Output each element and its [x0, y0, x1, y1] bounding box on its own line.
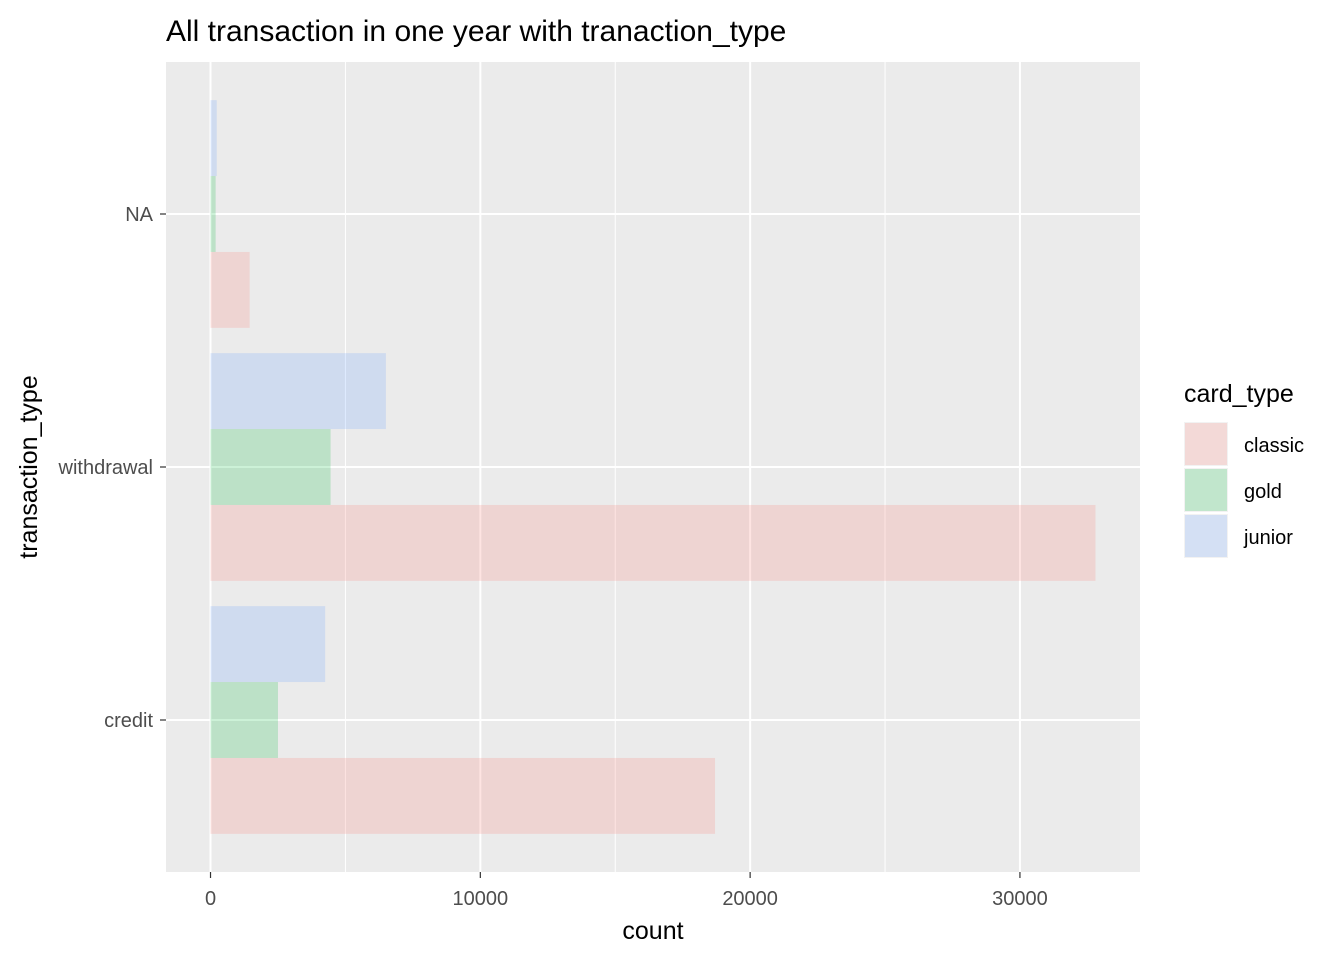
legend-key-bg: [1184, 422, 1228, 466]
legend-label-classic: classic: [1244, 435, 1304, 457]
legend-key-gold: [1185, 469, 1227, 511]
legend-label-gold: gold: [1244, 481, 1282, 503]
y-axis-title: transaction_type: [15, 375, 43, 558]
x-tick-label: 0: [205, 888, 216, 910]
grid-lines: [166, 62, 1140, 872]
y-tick-label: withdrawal: [58, 457, 153, 479]
x-axis-title: count: [622, 917, 683, 945]
bar-classic-credit: [210, 757, 716, 834]
legend-title: card_type: [1184, 380, 1294, 408]
legend-key-classic: [1185, 423, 1227, 465]
legend-label-junior: junior: [1243, 527, 1293, 549]
legend-key-bg: [1184, 468, 1228, 512]
legend: card_type classic gold junior: [1184, 380, 1304, 558]
bar-junior-credit: [210, 606, 326, 683]
y-tick-label: credit: [104, 710, 153, 732]
x-tick-label: 10000: [453, 888, 509, 910]
bar-junior-withdrawal: [210, 353, 386, 430]
legend-key-bg: [1184, 514, 1228, 558]
bar-gold-withdrawal: [210, 429, 331, 505]
axes: 0 10000 20000 30000 credit withdrawal NA: [58, 204, 1048, 910]
bar-gold-credit: [210, 682, 278, 758]
bars: [210, 100, 1096, 834]
bar-classic-NA: [210, 251, 250, 328]
bar-classic-withdrawal: [210, 504, 1096, 581]
x-tick-label: 20000: [722, 888, 778, 910]
chart-title: All transaction in one year with tranact…: [166, 15, 786, 48]
x-tick-label: 30000: [992, 888, 1048, 910]
bar-junior-NA: [210, 100, 217, 177]
y-tick-label: NA: [125, 204, 153, 226]
legend-key-junior: [1185, 515, 1227, 557]
bar-gold-NA: [210, 176, 216, 252]
